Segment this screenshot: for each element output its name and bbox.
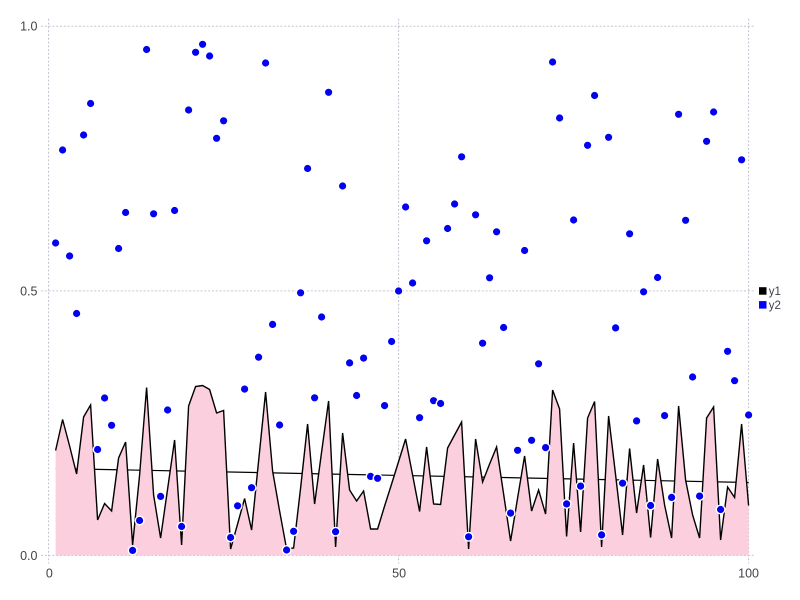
svg-text:100: 100 — [738, 567, 759, 581]
svg-text:y2: y2 — [769, 300, 781, 312]
svg-text:y1: y1 — [769, 286, 781, 298]
svg-text:0: 0 — [46, 567, 53, 581]
svg-text:0.5: 0.5 — [20, 285, 37, 299]
svg-text:1.0: 1.0 — [20, 20, 37, 34]
svg-text:0.0: 0.0 — [20, 549, 37, 563]
svg-text:50: 50 — [392, 567, 406, 581]
